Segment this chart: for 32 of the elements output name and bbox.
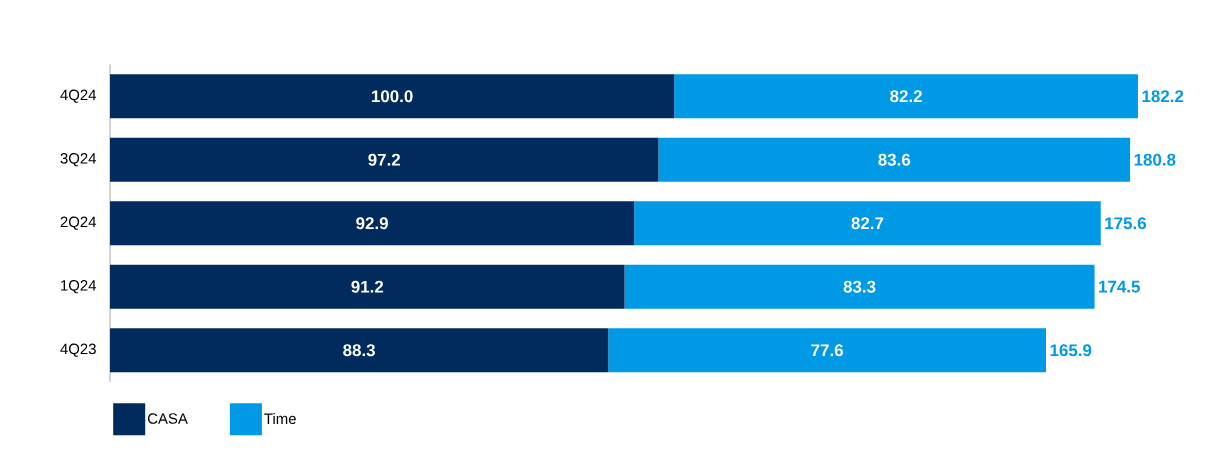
y-tick-label: 1Q24 (61, 280, 97, 294)
data-label: 82.2 (890, 90, 922, 103)
legend-label: Time (264, 413, 296, 425)
data-label: 88.3 (343, 344, 375, 357)
bar (110, 74, 675, 119)
bar (110, 137, 659, 182)
total-label: 174.5 (1099, 280, 1140, 293)
data-label: 77.6 (811, 344, 843, 357)
bar (110, 328, 609, 373)
total-label: 180.8 (1134, 153, 1176, 166)
data-label: 91.2 (351, 280, 384, 293)
data-label: 82.7 (851, 217, 884, 230)
bar (674, 74, 1138, 119)
bar (110, 201, 635, 246)
data-label: 83.6 (878, 153, 911, 166)
bar (634, 201, 1101, 246)
y-tick-label: 2Q24 (60, 216, 97, 230)
y-tick-label: 3Q24 (60, 153, 97, 167)
bar (624, 264, 1095, 309)
total-label: 182.2 (1142, 90, 1184, 103)
data-label: 92.9 (356, 217, 388, 230)
total-label: 165.9 (1050, 344, 1092, 357)
legend-label: CASA (147, 413, 188, 424)
bar (110, 264, 625, 309)
y-tick-label: 4Q24 (60, 89, 97, 103)
bar (658, 137, 1131, 182)
data-label: 97.2 (368, 153, 401, 166)
total-label: 175.6 (1105, 217, 1147, 230)
y-tick-label: 4Q23 (60, 343, 96, 357)
data-label: 83.3 (843, 280, 876, 293)
bar (608, 328, 1047, 373)
data-label: 100.0 (371, 90, 413, 103)
